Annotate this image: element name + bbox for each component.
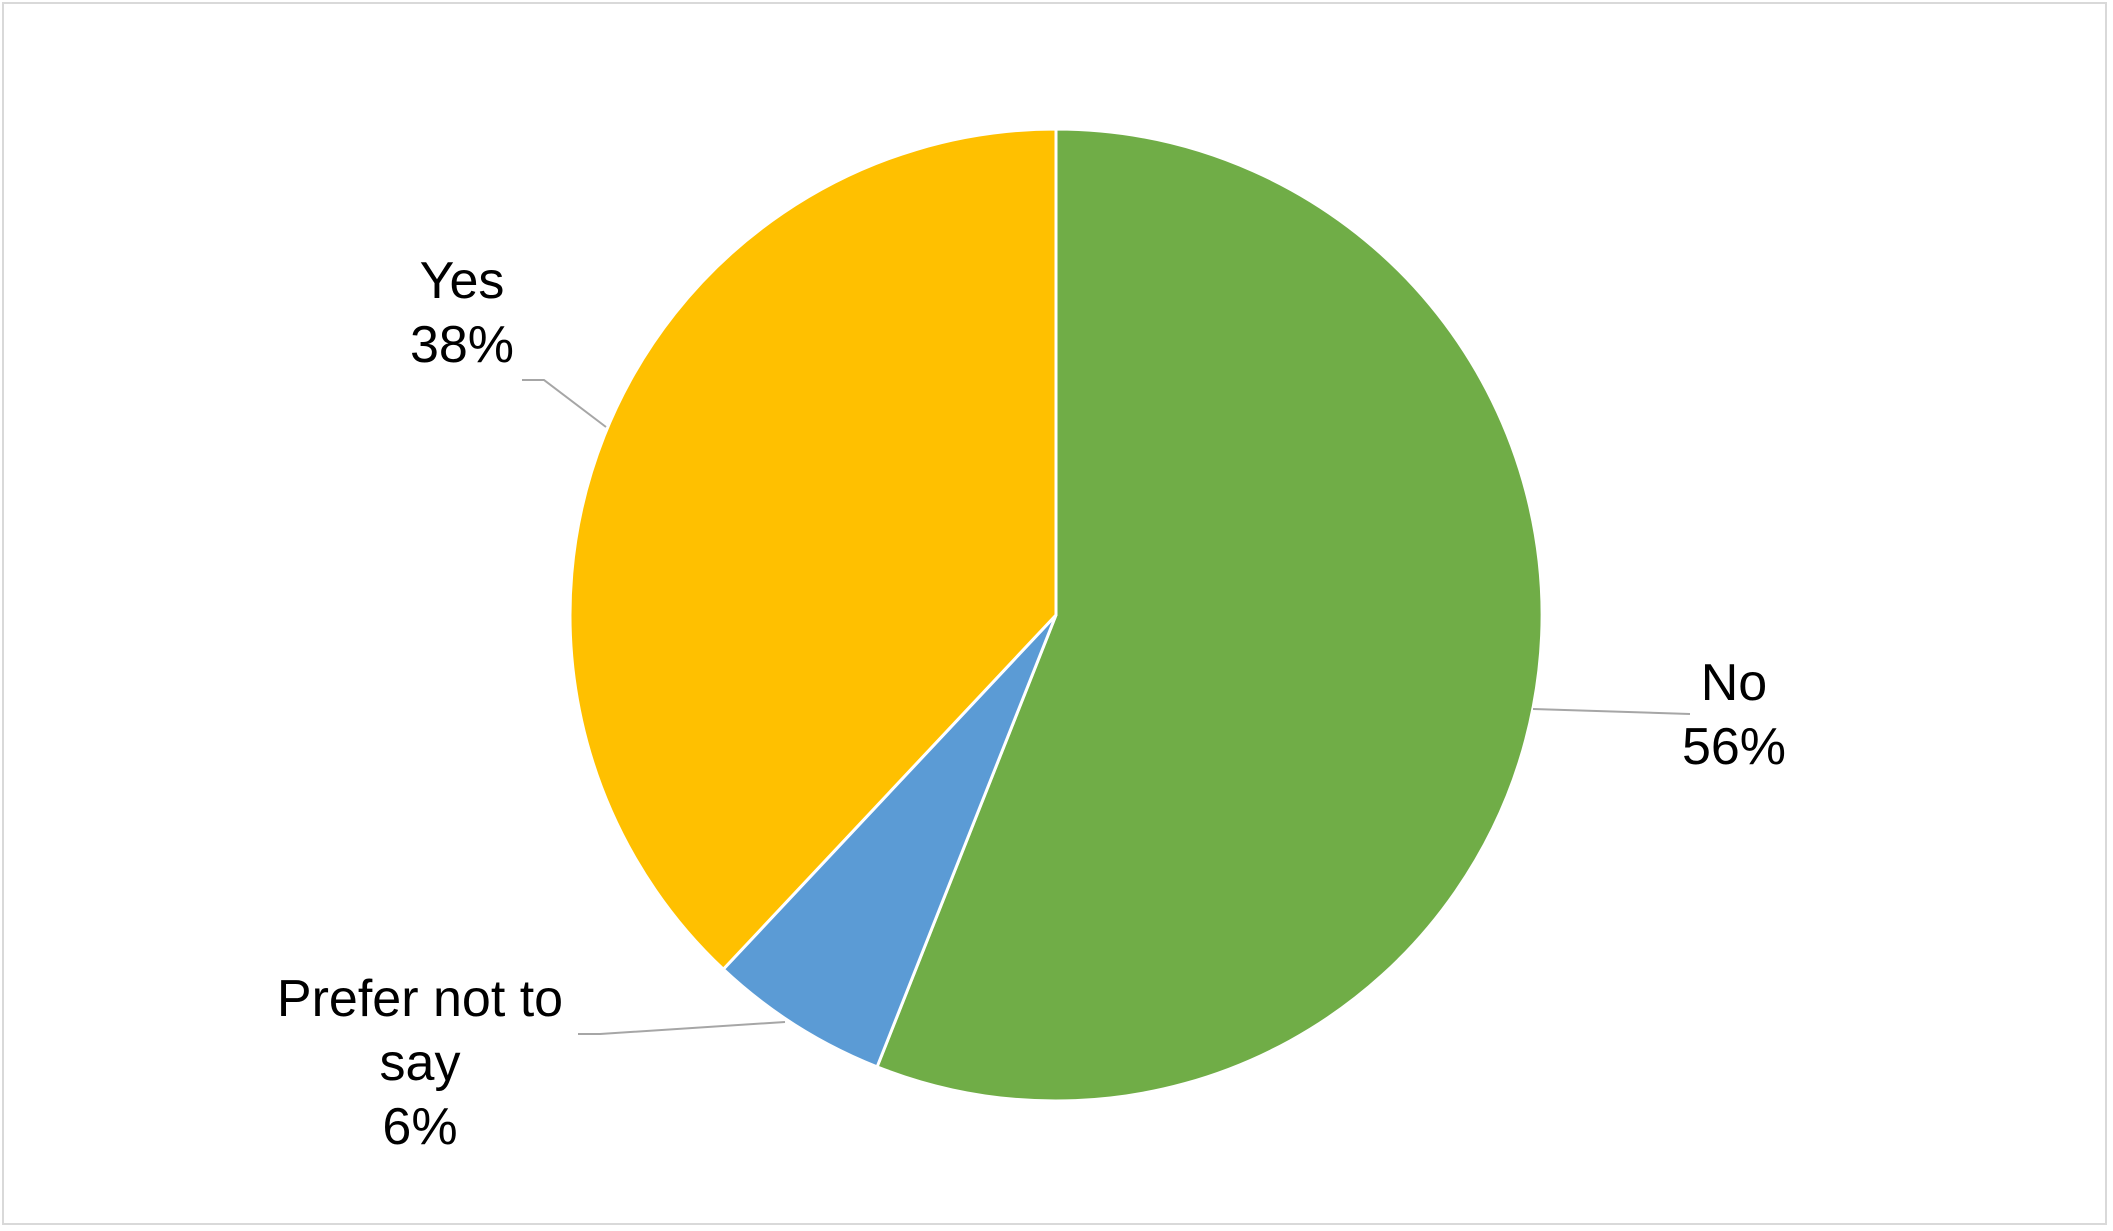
data-label-category: Yes (420, 252, 505, 310)
data-label-value: 6% (382, 1098, 457, 1156)
data-label-prefer-not-to-say: Prefer not to say 6% (277, 970, 563, 1156)
data-label-yes: Yes 38% (410, 252, 514, 374)
pie-slice-prefer-not-to-say (721, 613, 1058, 1069)
data-label-value: 56% (1682, 718, 1786, 776)
data-label-value: 38% (410, 316, 514, 374)
slices-layer (568, 127, 1544, 1103)
data-label-category: Prefer not to (277, 970, 563, 1028)
leader-line-yes (522, 379, 607, 428)
leader-lines-layer (522, 379, 1691, 1035)
leader-line-prefer-not-to-say (578, 1021, 786, 1035)
data-label-category: No (1701, 654, 1767, 712)
pie-slice-yes (568, 127, 1058, 971)
pie-slice-no (875, 127, 1544, 1103)
leader-line-no (1532, 708, 1691, 715)
data-label-no: No 56% (1682, 654, 1786, 776)
data-labels-layer: No 56% Prefer not to say 6% Yes 38% (277, 252, 1786, 1156)
data-label-category: say (380, 1034, 461, 1092)
